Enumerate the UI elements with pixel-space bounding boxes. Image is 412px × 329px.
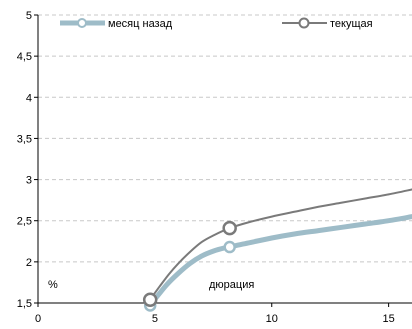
series-line-1 [144,188,412,303]
x-axis-label: дюрация [209,279,254,291]
y-tick-label: 3 [26,175,32,187]
y-tick-label: 2 [26,257,32,269]
x-tick-label: 15 [383,313,395,325]
x-tick-label: 0 [35,313,41,325]
legend-label-1: текущая [330,18,373,30]
y-tick-label: 4 [26,92,32,104]
y-axis-label: % [48,279,58,291]
y-tick-label: 2,5 [17,216,32,228]
legend-marker-0 [77,18,87,28]
series-marker-1 [142,292,158,307]
series-marker-1 [222,220,237,236]
y-tick-label: 4,5 [17,51,32,63]
series-lines [144,188,412,303]
series-line-0 [147,214,412,303]
y-tick-label: 3,5 [17,133,32,145]
legend: месяц назад текущая [60,17,373,30]
series-markers [142,220,237,312]
legend-label-0: месяц назад [108,18,173,30]
x-tick-label: 5 [152,313,158,325]
gridlines [38,14,412,263]
y-tick-label: 1,5 [17,298,32,310]
axes: 1,5 2 2,5 3 3,5 4 4,5 5 0 5 10 15 [17,10,412,325]
y-tick-label: 5 [26,10,32,22]
x-tick-label: 10 [266,313,278,325]
series-marker-0 [223,240,236,254]
legend-marker-1 [298,17,310,29]
